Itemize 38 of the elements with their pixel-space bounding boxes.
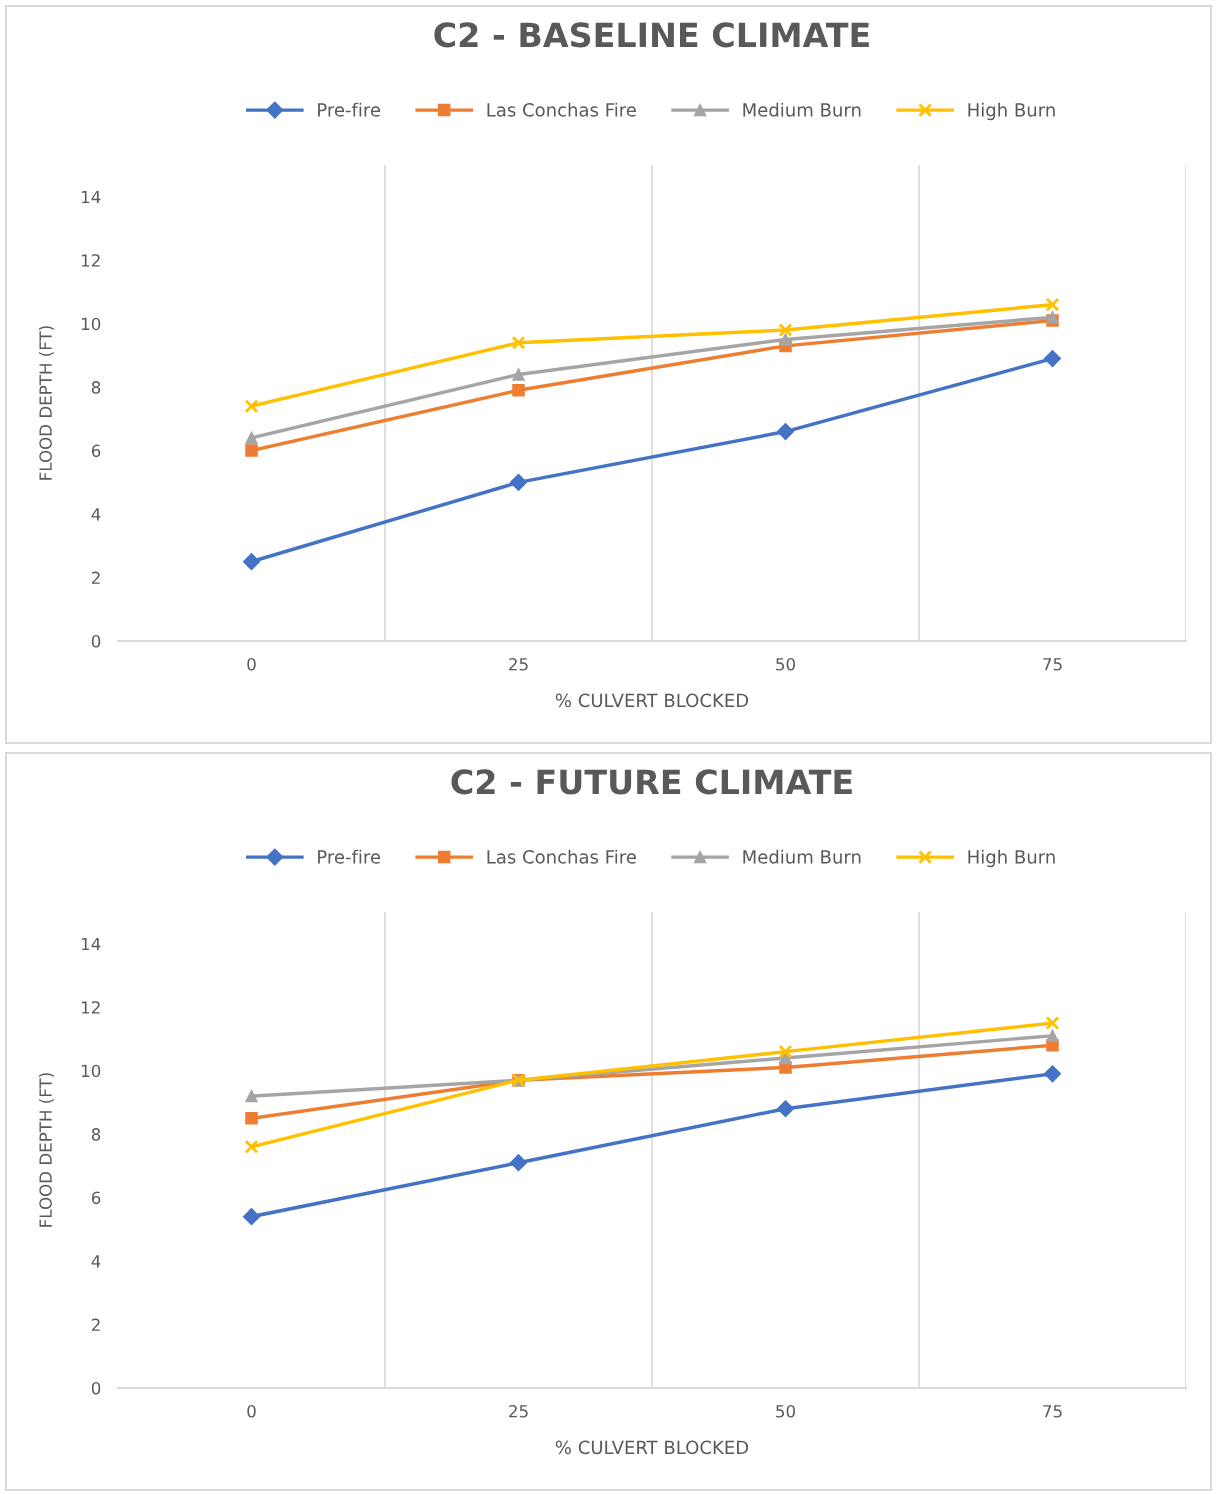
y-axis-title: FLOOD DEPTH (FT) — [39, 326, 54, 480]
x-tick-label: 25 — [509, 1404, 528, 1418]
x-tick-label: 75 — [1043, 658, 1062, 671]
y-tick-label: 12 — [81, 254, 100, 267]
chart-title: C2 - FUTURE CLIMATE — [451, 769, 852, 795]
y-tick-label: 4 — [91, 1255, 101, 1268]
y-tick-label: 8 — [91, 1128, 101, 1141]
x-tick-label: 0 — [247, 657, 256, 671]
y-tick-label: 12 — [81, 1001, 100, 1014]
y-tick-label: 8 — [91, 381, 101, 394]
y-tick-label: 10 — [81, 317, 101, 331]
chart-title: C2 - BASELINE CLIMATE — [434, 22, 869, 48]
y-tick-label: 14 — [81, 190, 101, 204]
legend-label: Las Conchas Fire — [487, 102, 636, 117]
x-tick-label: 75 — [1043, 1405, 1062, 1418]
x-tick-label: 50 — [776, 657, 795, 671]
legend-label: Medium Burn — [743, 849, 861, 864]
x-tick-label: 50 — [776, 1404, 795, 1418]
y-tick-label: 10 — [81, 1064, 101, 1078]
legend-label: Pre-fire — [318, 102, 381, 117]
y-tick-label: 0 — [91, 1381, 101, 1395]
y-tick-label: 0 — [91, 634, 101, 648]
y-tick-label: 4 — [91, 508, 101, 521]
y-tick-label: 14 — [81, 937, 101, 951]
legend-label: High Burn — [968, 102, 1055, 121]
y-tick-label: 6 — [91, 444, 101, 458]
legend-label: Medium Burn — [743, 102, 861, 117]
y-tick-label: 2 — [91, 571, 100, 584]
legend-label: Las Conchas Fire — [487, 849, 636, 864]
x-tick-label: 0 — [247, 1404, 256, 1418]
x-axis-title: % CULVERT BLOCKED — [555, 693, 749, 708]
y-axis-title: FLOOD DEPTH (FT) — [39, 1073, 54, 1227]
y-tick-label: 2 — [91, 1318, 100, 1331]
legend-label: High Burn — [968, 849, 1055, 868]
y-tick-label: 6 — [91, 1191, 101, 1205]
legend-label: Pre-fire — [318, 849, 381, 864]
x-axis-title: % CULVERT BLOCKED — [555, 1440, 749, 1455]
x-tick-label: 25 — [509, 657, 528, 671]
